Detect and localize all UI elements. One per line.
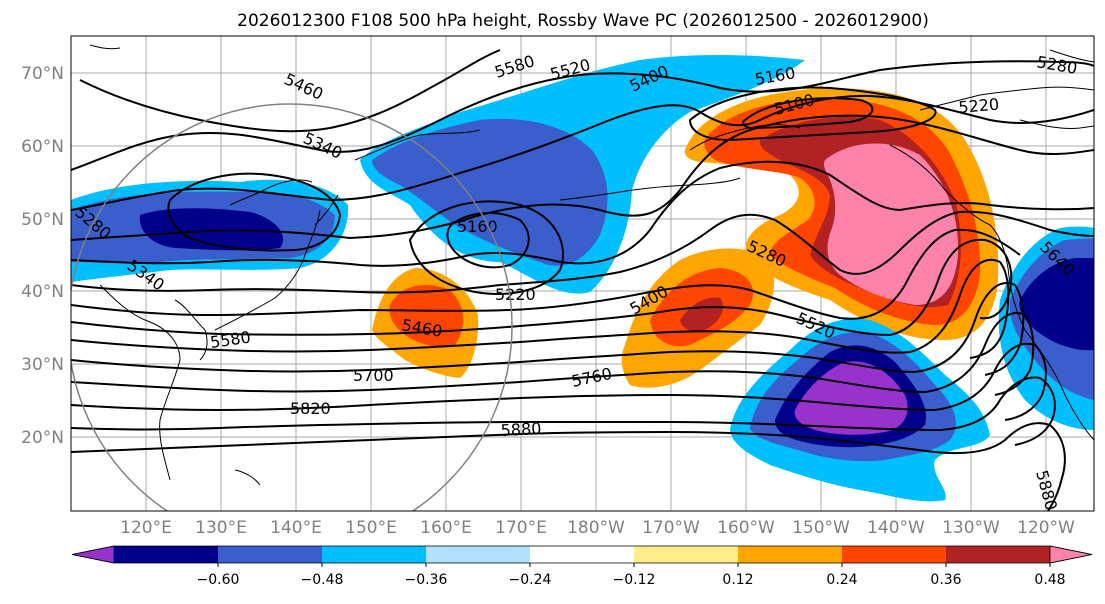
colorbar-tick-label: −0.36 (405, 572, 448, 588)
negative-anomaly-east-asia (71, 179, 349, 282)
latitude-label: 70°N (21, 64, 64, 84)
longitude-label: 140°W (867, 518, 925, 538)
longitude-label: 150°E (345, 518, 397, 538)
longitude-label: 170°E (495, 518, 547, 538)
latitude-label: 40°N (21, 282, 64, 302)
latitude-label: 30°N (21, 355, 64, 375)
colorbar-segment (530, 546, 635, 563)
latitude-label: 60°N (21, 137, 64, 157)
colorbar-segment (738, 546, 843, 563)
colorbar-outline (71, 545, 1093, 564)
colorbar-tick-label: 0.36 (930, 572, 961, 588)
map-frame (70, 35, 1095, 512)
contour-label: 5160 (457, 217, 498, 236)
colorbar-segment (426, 546, 531, 563)
colorbar-tick-label: −0.60 (197, 572, 240, 588)
height-contours (71, 49, 1094, 511)
longitude-label: 160°W (717, 518, 775, 538)
longitude-label: 120°W (1017, 518, 1075, 538)
longitude-axis: 120°E 130°E 140°E 150°E 160°E 170°E 180°… (120, 518, 1075, 538)
colorbar-segment (946, 546, 1051, 563)
latitude-label: 20°N (21, 428, 64, 448)
colorbar-tick-label: −0.48 (301, 572, 344, 588)
reference-circle (71, 103, 513, 511)
colorbar-segment (218, 546, 323, 563)
map-title: 2026012300 F108 500 hPa height, Rossby W… (237, 11, 929, 31)
contour-label: 5880 (500, 419, 542, 440)
map-panel: 5580 5520 5400 5160 5280 5460 5340 5100 … (71, 36, 1094, 511)
negative-anomaly-north-pacific (360, 55, 805, 294)
longitude-label: 140°E (270, 518, 322, 538)
longitude-label: 130°E (195, 518, 247, 538)
colorbar-tick-label: 0.12 (722, 572, 753, 588)
longitude-label: 120°E (120, 518, 172, 538)
colorbar-extend-max (1049, 545, 1093, 564)
latitude-label: 50°N (21, 210, 64, 230)
colorbar-extend-min (71, 545, 115, 564)
colorbar-segment (322, 546, 427, 563)
longitude-label: 180°W (567, 518, 625, 538)
colorbar-tick-label: −0.12 (613, 572, 656, 588)
longitude-label: 160°E (420, 518, 472, 538)
colorbar-ticks: −0.60 −0.48 −0.36 −0.24 −0.12 0.12 0.24 0.36 0.4… (197, 563, 1066, 588)
latitude-axis: 70°N 60°N 50°N 40°N 30°N 20°N (21, 64, 64, 448)
longitude-label: 170°W (642, 518, 700, 538)
contour-label: 5820 (290, 399, 331, 418)
colorbar-tick-label: −0.24 (509, 572, 552, 588)
longitude-label: 130°W (942, 518, 1000, 538)
colorbar-segment (842, 546, 947, 563)
longitude-label: 150°W (792, 518, 850, 538)
colorbar-segment (634, 546, 739, 563)
contour-label: 5700 (353, 366, 394, 385)
contour-label: 5220 (495, 285, 536, 304)
contour-label: 5220 (958, 95, 1000, 117)
coastlines (89, 44, 1094, 486)
colorbar-tick-label: 0.48 (1034, 572, 1065, 588)
positive-anomaly-alaska (684, 88, 999, 340)
colorbar-segment (114, 546, 219, 563)
colorbar (71, 545, 1093, 564)
colorbar-tick-label: 0.24 (826, 572, 857, 588)
